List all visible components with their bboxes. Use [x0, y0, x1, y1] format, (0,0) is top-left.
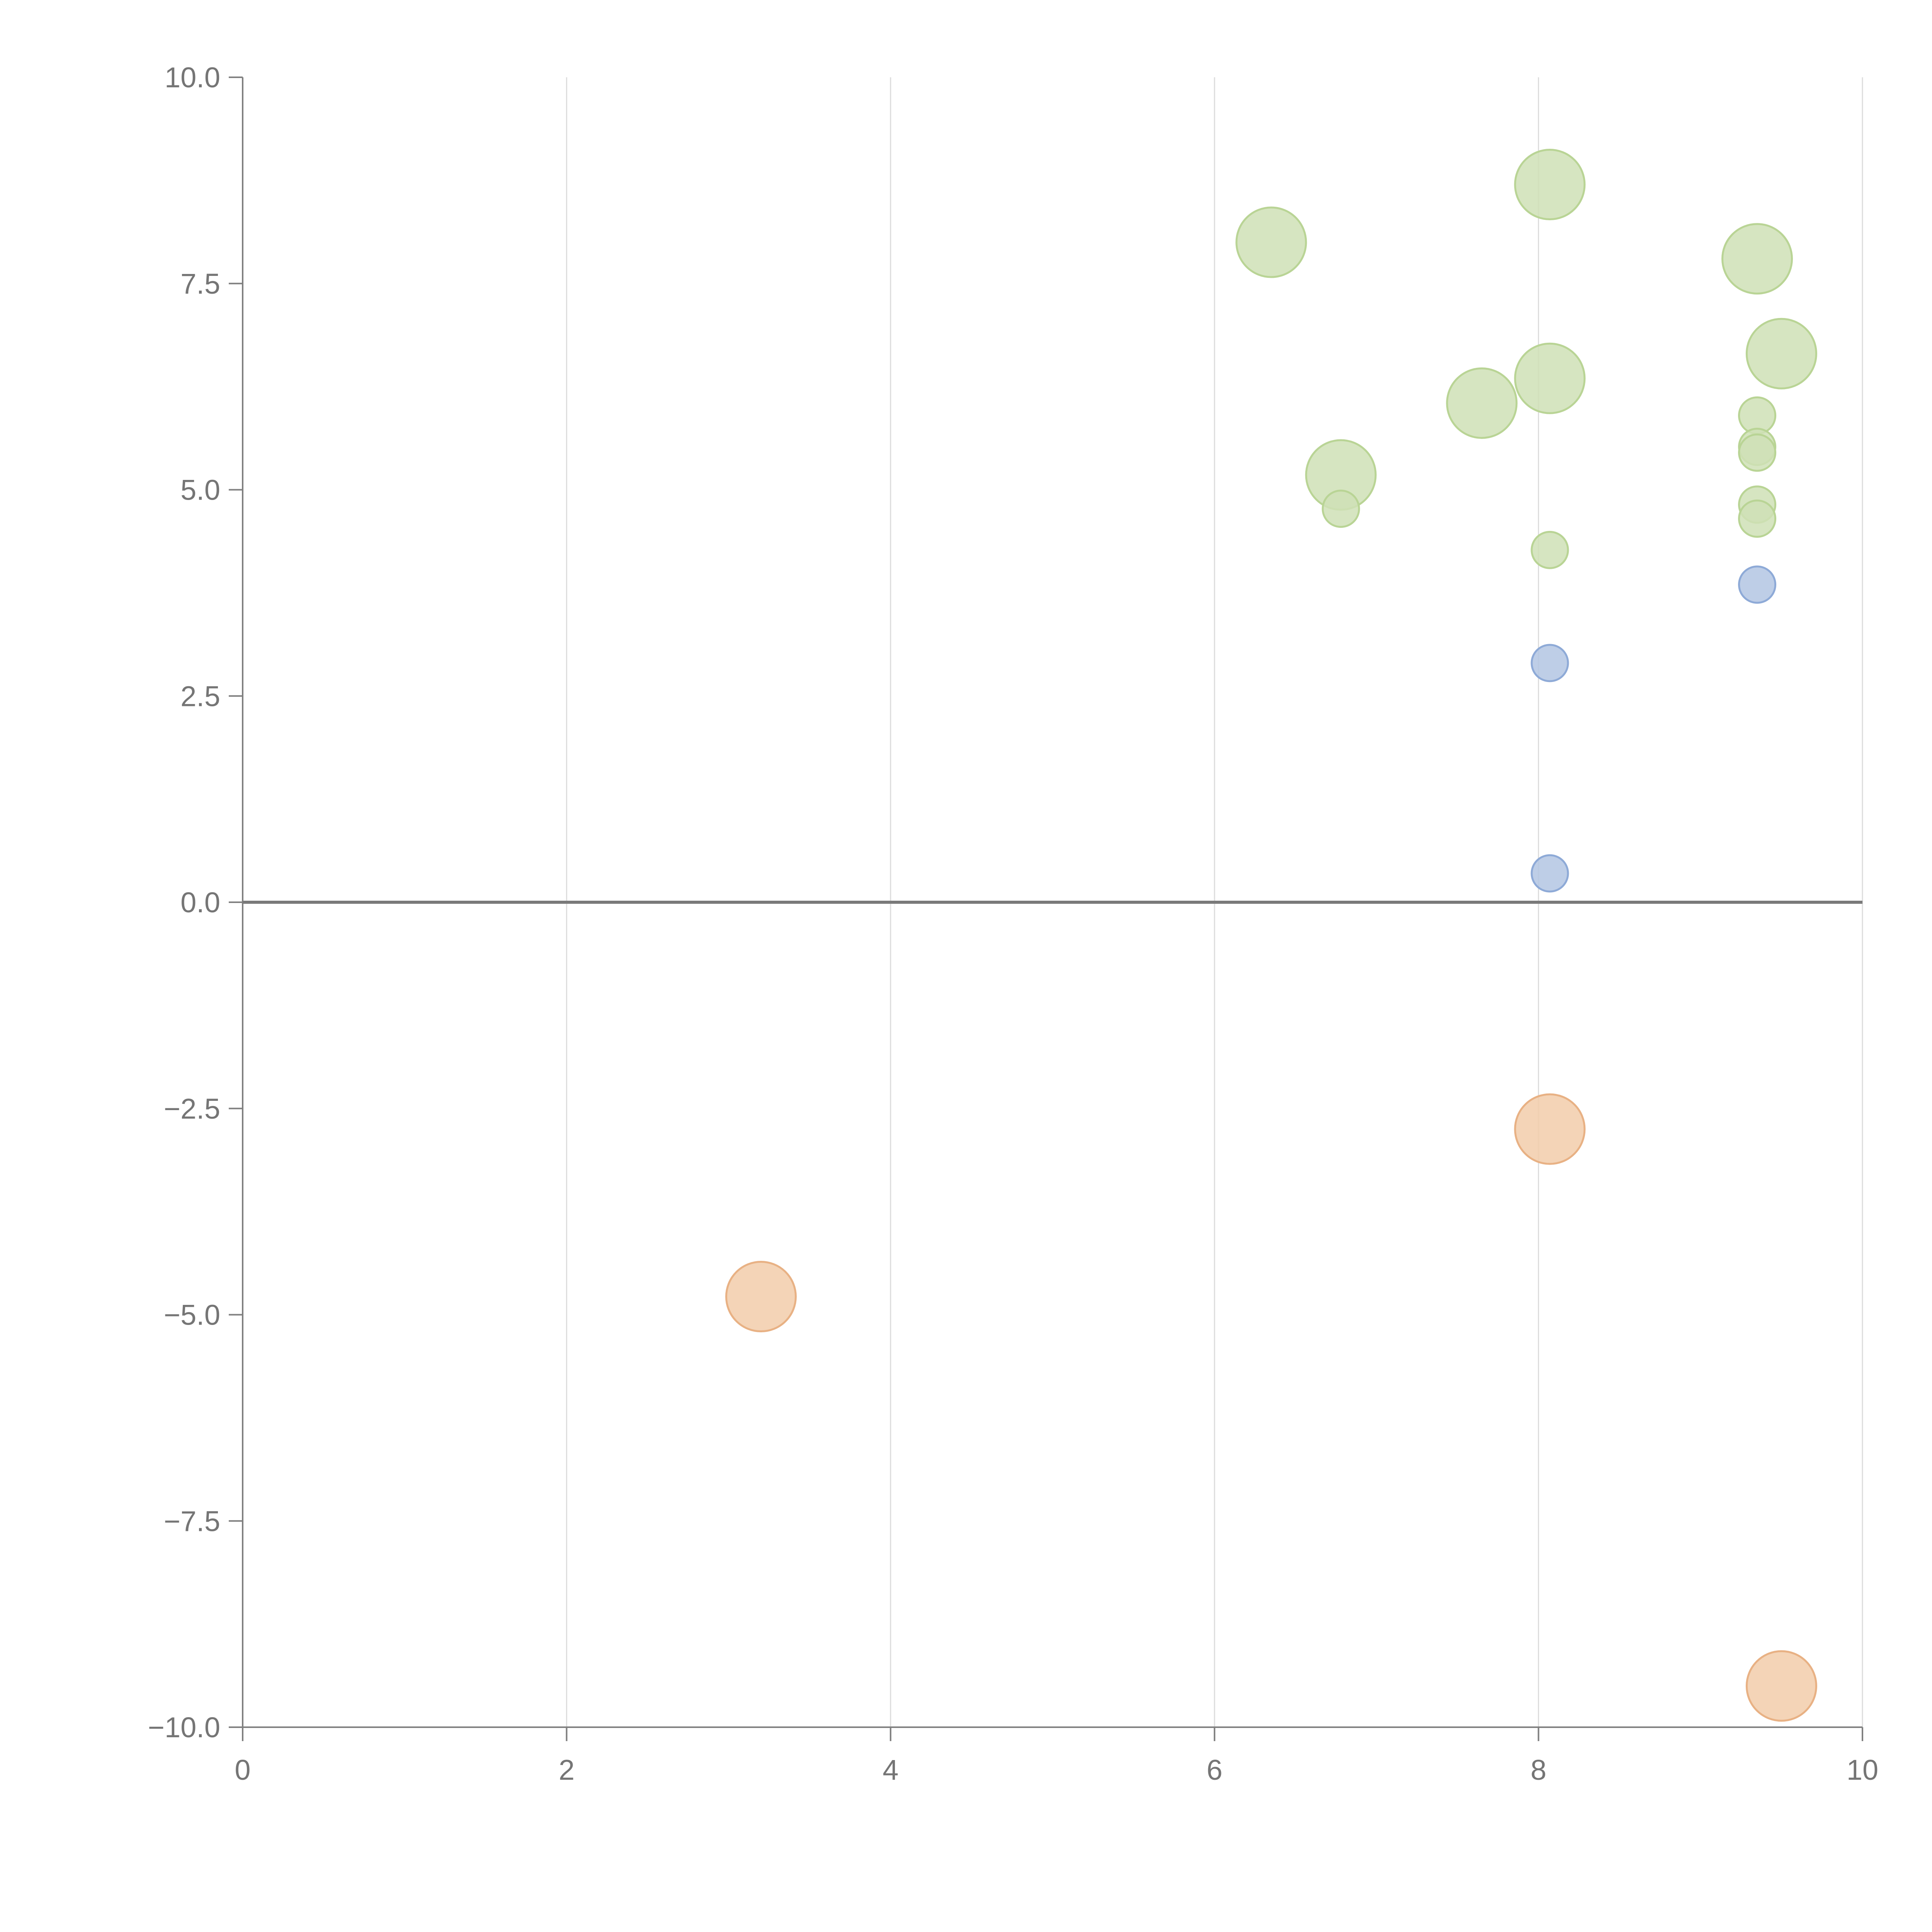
axes [229, 77, 1863, 1741]
x-tick-label: 4 [883, 1754, 898, 1786]
orange-bubble [725, 1261, 797, 1333]
green-bubble [1738, 499, 1777, 538]
orange-bubble [1745, 1650, 1817, 1722]
green-bubble [1446, 367, 1518, 439]
green-bubble [1738, 433, 1777, 472]
blue-bubble [1531, 644, 1569, 682]
y-tick-label: 0.0 [180, 886, 220, 918]
orange-bubble [1514, 1093, 1586, 1165]
y-tick-label: −2.5 [164, 1093, 220, 1125]
y-tick-label: 2.5 [180, 680, 220, 712]
x-tick-label: 2 [559, 1754, 575, 1786]
x-tick-label: 8 [1531, 1754, 1546, 1786]
green-bubble [1745, 318, 1817, 389]
x-tick-label: 10 [1847, 1754, 1878, 1786]
blue-bubble [1738, 565, 1777, 604]
green-bubble [1321, 490, 1360, 528]
y-tick-label: −7.5 [164, 1505, 220, 1537]
data-bubbles [725, 149, 1817, 1722]
green-bubble [1235, 206, 1307, 278]
y-tick-label: 10.0 [165, 61, 220, 94]
y-tick-label: −5.0 [164, 1299, 220, 1331]
y-tick-label: 5.0 [180, 474, 220, 506]
x-tick-label: 6 [1207, 1754, 1223, 1786]
blue-bubble [1531, 854, 1569, 893]
green-bubble [1514, 149, 1586, 221]
y-tick-label: 7.5 [180, 268, 220, 300]
y-tick-label: −10.0 [148, 1711, 220, 1743]
x-tick-label: 0 [235, 1754, 250, 1786]
green-bubble [1514, 342, 1586, 414]
green-bubble [1721, 223, 1793, 295]
tick-labels: 10.0 7.5 5.0 2.5 0.0 −2.5 −5.0 −7.5 −10.0 0 2 4 6 8 10 [148, 61, 1878, 1786]
green-bubble [1531, 531, 1569, 569]
